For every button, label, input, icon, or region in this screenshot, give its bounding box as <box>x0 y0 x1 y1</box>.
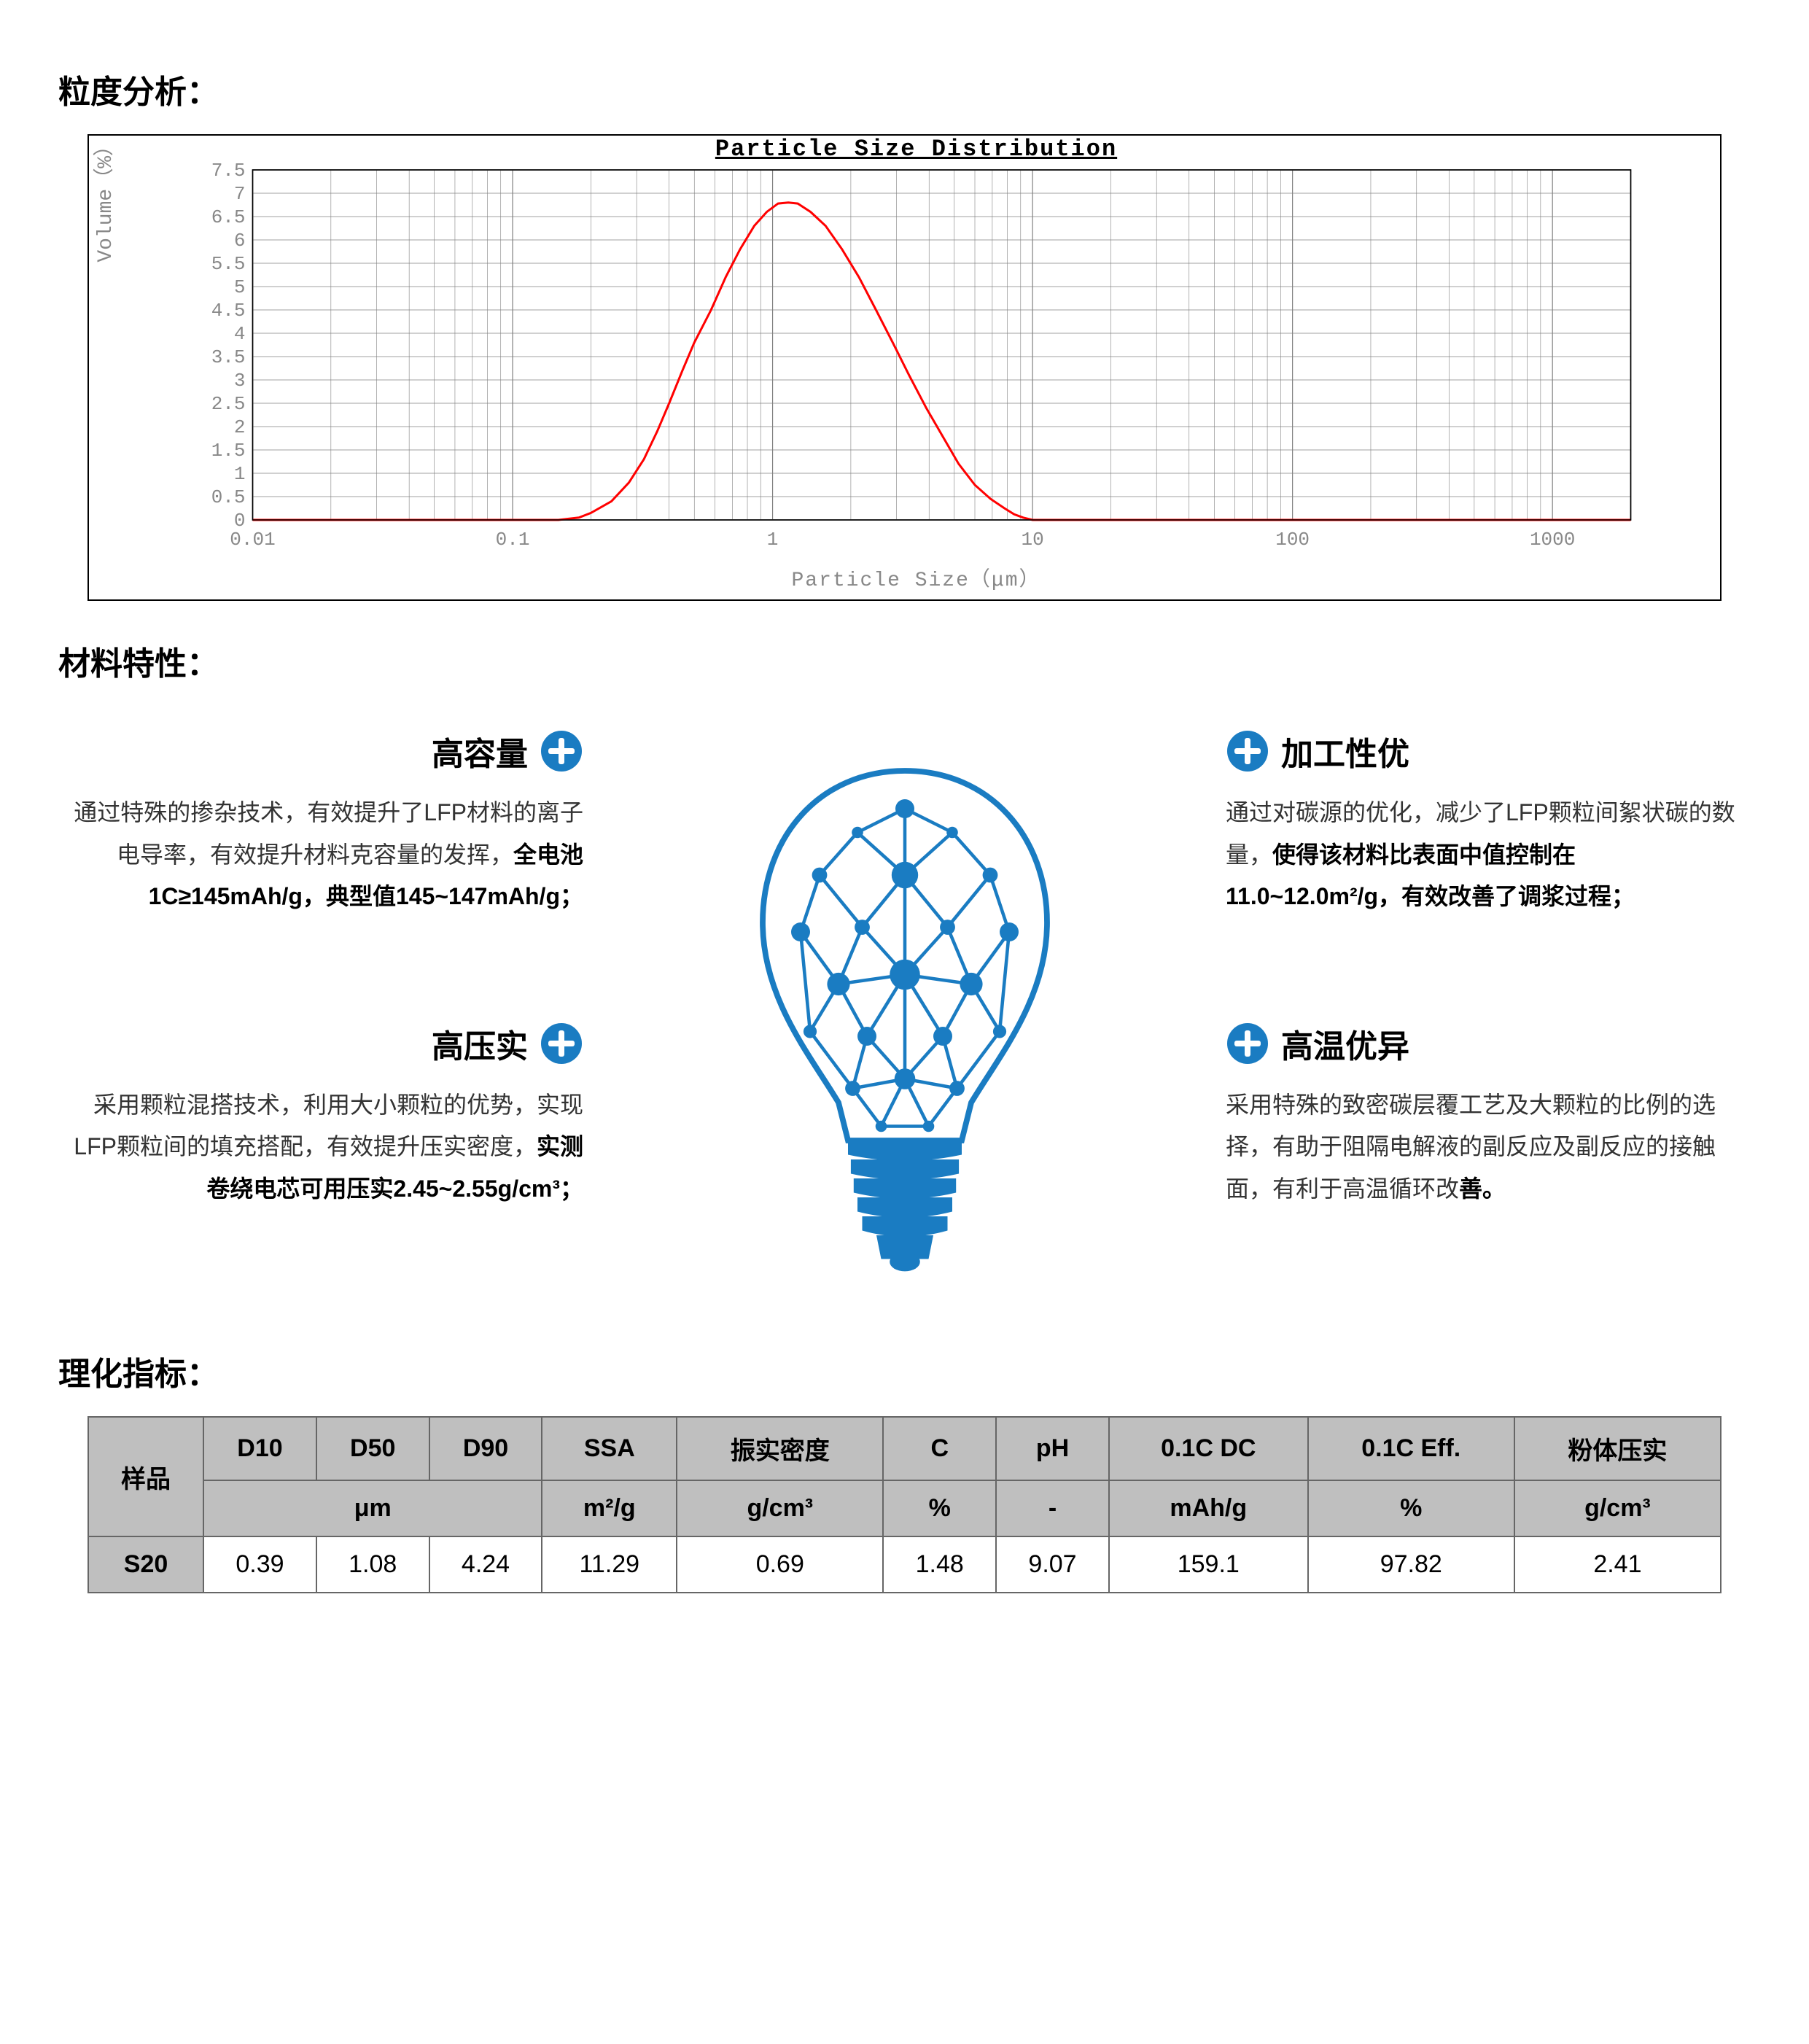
table-row: S20 0.39 1.08 4.24 11.29 0.69 1.48 9.07 … <box>88 1536 1721 1593</box>
feature-body: 通过对碳源的优化，减少了LFP颗粒间絮状碳的数量，使得该材料比表面中值控制在11… <box>1226 792 1751 918</box>
svg-text:2.5: 2.5 <box>211 393 246 415</box>
unit-tap: g/cm³ <box>677 1480 883 1536</box>
plus-icon <box>1226 1022 1269 1065</box>
row-label: S20 <box>88 1536 203 1593</box>
feature-body: 通过特殊的掺杂技术，有效提升了LFP材料的离子电导率，有效提升材料克容量的发挥，… <box>58 792 583 918</box>
feature-title: 高压实 <box>432 1020 528 1067</box>
cell: 0.69 <box>677 1536 883 1593</box>
plus-icon <box>540 1022 583 1065</box>
psd-chart-svg: 00.511.522.533.544.555.566.577.50.010.11… <box>127 163 1705 556</box>
col-ssa: SSA <box>542 1417 677 1480</box>
svg-text:0.1: 0.1 <box>496 529 530 551</box>
feature-title: 加工性优 <box>1281 728 1409 774</box>
unit-eff: % <box>1308 1480 1514 1536</box>
feature-processing: 加工性优 通过对碳源的优化，减少了LFP颗粒间絮状碳的数量，使得该材料比表面中值… <box>1226 728 1751 918</box>
cell: 9.07 <box>996 1536 1109 1593</box>
feature-high-temp: 高温优异 采用特殊的致密碳层覆工艺及大颗粒的比例的选择，有助于阻隔电解液的副反应… <box>1226 1020 1751 1211</box>
svg-text:3: 3 <box>234 370 246 392</box>
cell: 159.1 <box>1109 1536 1308 1593</box>
cell: 11.29 <box>542 1536 677 1593</box>
chart-xlabel: Particle Size（μm） <box>127 563 1705 592</box>
bulb-screw-base <box>848 1140 962 1271</box>
svg-text:1000: 1000 <box>1530 529 1575 551</box>
bulb-graphic <box>693 728 1116 1311</box>
svg-text:10: 10 <box>1021 529 1043 551</box>
col-d50: D50 <box>316 1417 429 1480</box>
col-powder: 粉体压实 <box>1514 1417 1721 1480</box>
col-sample: 样品 <box>88 1417 203 1536</box>
col-d90: D90 <box>429 1417 542 1480</box>
col-c: C <box>883 1417 996 1480</box>
svg-text:1: 1 <box>767 529 779 551</box>
svg-text:3.5: 3.5 <box>211 346 246 368</box>
svg-text:5: 5 <box>234 276 246 298</box>
cell: 1.08 <box>316 1536 429 1593</box>
col-tap: 振实密度 <box>677 1417 883 1480</box>
feature-body: 采用颗粒混搭技术，利用大小颗粒的优势，实现LFP颗粒间的填充搭配，有效提升压实密… <box>58 1084 583 1211</box>
svg-text:2: 2 <box>234 416 246 438</box>
spec-table: 样品 D10 D50 D90 SSA 振实密度 C pH 0.1C DC 0.1… <box>87 1416 1722 1593</box>
svg-text:5.5: 5.5 <box>211 253 246 275</box>
svg-text:0.5: 0.5 <box>211 486 246 508</box>
unit-ph: - <box>996 1480 1109 1536</box>
section-title-particle: 粒度分析： <box>58 66 1751 112</box>
col-d10: D10 <box>203 1417 316 1480</box>
svg-text:6: 6 <box>234 230 246 252</box>
cell: 4.24 <box>429 1536 542 1593</box>
plus-icon <box>540 729 583 773</box>
feature-title: 高容量 <box>432 728 528 774</box>
unit-dc: mAh/g <box>1109 1480 1308 1536</box>
section-title-specs: 理化指标： <box>58 1348 1751 1394</box>
chart-ylabel: Volume（%） <box>89 136 127 408</box>
plus-icon <box>1226 729 1269 773</box>
svg-text:1.5: 1.5 <box>211 440 246 462</box>
cell: 1.48 <box>883 1536 996 1593</box>
unit-c: % <box>883 1480 996 1536</box>
unit-powder: g/cm³ <box>1514 1480 1721 1536</box>
feature-title: 高温优异 <box>1281 1020 1409 1067</box>
svg-text:4: 4 <box>234 323 246 345</box>
cell: 97.82 <box>1308 1536 1514 1593</box>
feature-body: 采用特殊的致密碳层覆工艺及大颗粒的比例的选择，有助于阻隔电解液的副反应及副反应的… <box>1226 1084 1751 1211</box>
col-ph: pH <box>996 1417 1109 1480</box>
cell: 2.41 <box>1514 1536 1721 1593</box>
chart-container: Volume（%） Particle Size Distribution 00.… <box>87 134 1722 601</box>
section-title-material: 材料特性： <box>58 637 1751 684</box>
svg-text:1: 1 <box>234 463 246 485</box>
features-col-right: 加工性优 通过对碳源的优化，减少了LFP颗粒间絮状碳的数量，使得该材料比表面中值… <box>1226 728 1751 1211</box>
svg-text:7: 7 <box>234 183 246 205</box>
chart-title: Particle Size Distribution <box>127 136 1705 163</box>
col-dc: 0.1C DC <box>1109 1417 1308 1480</box>
feature-high-compact: 高压实 采用颗粒混搭技术，利用大小颗粒的优势，实现LFP颗粒间的填充搭配，有效提… <box>58 1020 583 1211</box>
features-col-left: 高容量 通过特殊的掺杂技术，有效提升了LFP材料的离子电导率，有效提升材料克容量… <box>58 728 583 1211</box>
svg-text:6.5: 6.5 <box>211 206 246 228</box>
unit-ssa: m²/g <box>542 1480 677 1536</box>
cell: 0.39 <box>203 1536 316 1593</box>
col-eff: 0.1C Eff. <box>1308 1417 1514 1480</box>
svg-text:4.5: 4.5 <box>211 300 246 322</box>
svg-text:100: 100 <box>1275 529 1310 551</box>
unit-um: μm <box>203 1480 542 1536</box>
svg-text:7.5: 7.5 <box>211 163 246 182</box>
features-grid: 高容量 通过特殊的掺杂技术，有效提升了LFP材料的离子电导率，有效提升材料克容量… <box>58 728 1751 1311</box>
feature-high-capacity: 高容量 通过特殊的掺杂技术，有效提升了LFP材料的离子电导率，有效提升材料克容量… <box>58 728 583 918</box>
svg-text:0.01: 0.01 <box>230 529 275 551</box>
